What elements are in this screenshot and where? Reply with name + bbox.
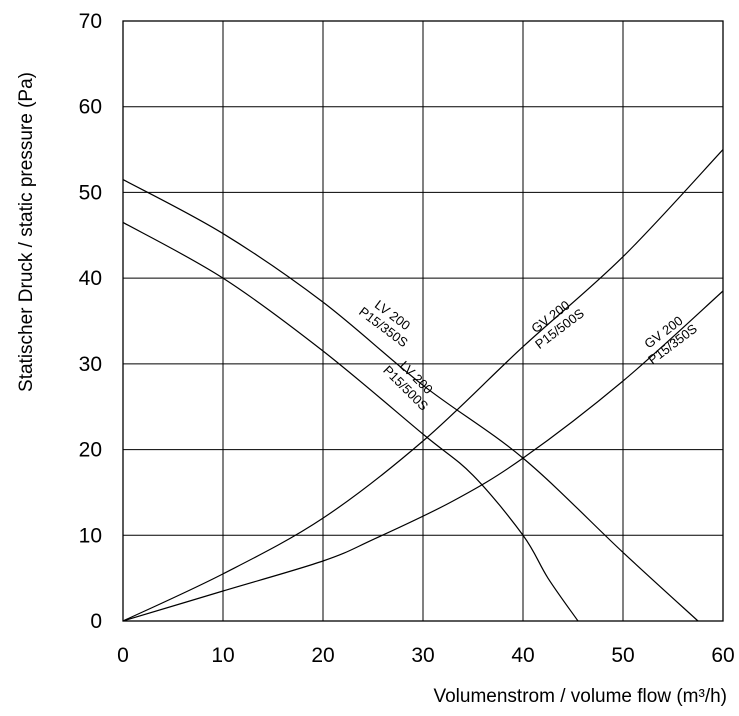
x-tick-label: 60	[711, 644, 734, 667]
x-tick-label: 40	[511, 644, 534, 667]
y-tick-label: 60	[79, 96, 102, 119]
grid	[123, 21, 723, 621]
tick-labels: 0 10 20 30 40 50 60 0 10 20 30 40 50 60 70	[79, 10, 735, 667]
plot-frame	[122, 20, 724, 622]
y-tick-label: 70	[79, 10, 102, 33]
x-tick-label: 10	[211, 644, 234, 667]
y-tick-label: 30	[79, 353, 102, 376]
y-tick-label: 10	[79, 524, 102, 547]
y-tick-label: 50	[79, 181, 102, 204]
x-tick-label: 50	[611, 644, 634, 667]
series-line-2	[122, 221, 579, 622]
series-line-4	[122, 290, 724, 622]
y-tick-label: 40	[79, 267, 102, 290]
series-line-3	[122, 149, 724, 622]
x-tick-label: 20	[311, 644, 334, 667]
y-axis-title: Statischer Druck / static pressure (Pa)	[16, 72, 37, 392]
x-tick-label: 0	[117, 644, 129, 667]
y-tick-label: 20	[79, 439, 102, 462]
curves	[122, 149, 724, 622]
x-tick-label: 30	[411, 644, 434, 667]
y-tick-label: 0	[90, 610, 102, 633]
x-axis-title: Volumenstrom / volume flow (m³/h)	[433, 686, 727, 707]
series-line-1	[122, 179, 699, 622]
